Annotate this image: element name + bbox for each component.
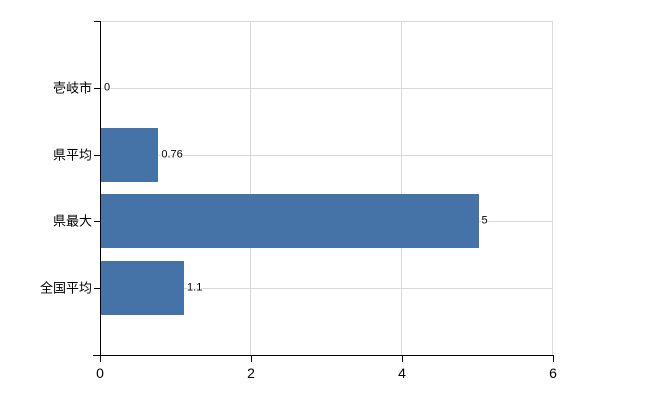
y-axis-tick — [94, 154, 100, 156]
x-tick-label: 6 — [549, 365, 557, 381]
y-axis-tick — [94, 221, 100, 223]
y-axis — [100, 21, 101, 362]
x-axis-tick — [553, 355, 554, 362]
x-tick-label: 4 — [398, 365, 406, 381]
vertical-gridline — [250, 21, 251, 355]
x-axis — [93, 355, 553, 356]
x-axis-tick — [251, 355, 252, 362]
vertical-gridline — [552, 21, 553, 355]
plot-area: 0 0.76 5 1.1 — [93, 21, 554, 362]
x-tick-label: 2 — [247, 365, 255, 381]
category-label-壱岐市: 壱岐市 — [52, 80, 92, 96]
bar-全国平均[interactable] — [101, 261, 184, 316]
category-label-県最大: 県最大 — [52, 213, 92, 229]
y-axis-tick — [94, 87, 100, 89]
horizontal-gridline — [100, 87, 553, 89]
category-label-全国平均: 全国平均 — [39, 280, 92, 296]
horizontal-gridline — [100, 288, 553, 290]
x-axis-tick — [402, 355, 403, 362]
value-label: 0 — [104, 81, 111, 94]
bar-県平均[interactable] — [101, 127, 158, 182]
x-tick-label: 0 — [96, 365, 104, 381]
y-axis-tick — [94, 288, 100, 290]
horizontal-gridline — [100, 21, 553, 22]
bar-県最大[interactable] — [101, 194, 479, 249]
vertical-gridline — [401, 21, 402, 355]
y-axis-tick — [94, 21, 100, 22]
value-label: 1.1 — [187, 281, 203, 294]
category-label-県平均: 県平均 — [52, 147, 92, 163]
value-label: 0.76 — [161, 148, 183, 161]
value-label: 5 — [481, 214, 488, 227]
horizontal-gridline — [100, 154, 553, 156]
